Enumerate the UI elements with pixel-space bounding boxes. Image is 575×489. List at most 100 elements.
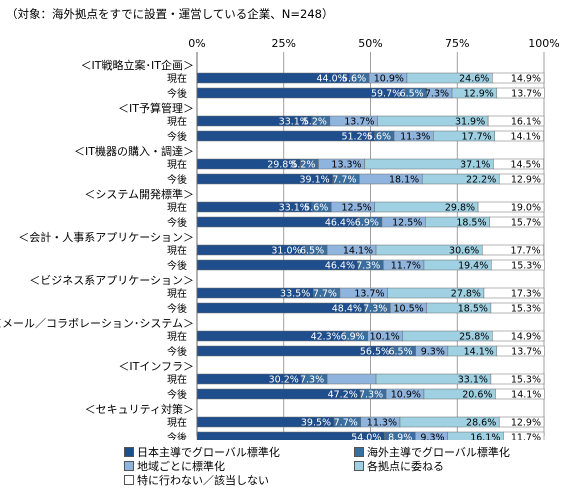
data-label: 46.4% xyxy=(325,218,355,229)
x-tick-label: 75% xyxy=(445,37,469,50)
legend-label: 特に行わない／該当しない xyxy=(137,474,269,487)
data-label: 33.1% xyxy=(458,375,488,386)
data-label: 16.1% xyxy=(511,117,541,128)
row-label: 今後 xyxy=(167,130,187,143)
row-label: 現在 xyxy=(167,159,187,171)
data-label: 7.3% xyxy=(356,261,380,272)
bar-segment xyxy=(498,416,545,428)
row-label: 現在 xyxy=(167,245,187,257)
data-label: 9.3% xyxy=(421,347,445,358)
chart-subtitle: （対象：海外拠点をすでに設置・運営している企業、N=248） xyxy=(6,7,334,21)
data-label: 48.4% xyxy=(332,304,362,315)
bar-segment xyxy=(495,388,545,400)
data-label: 42.3% xyxy=(311,332,341,343)
data-label: 7.3% xyxy=(359,390,383,401)
data-label: 25.8% xyxy=(459,332,489,343)
data-label: 11.7% xyxy=(391,261,421,272)
data-label: 15.3% xyxy=(511,375,541,386)
data-label: 54.0% xyxy=(351,433,381,441)
bar-segment xyxy=(498,173,545,185)
bar-segment xyxy=(492,330,545,342)
legend-swatch xyxy=(354,447,364,457)
data-label: 6.5% xyxy=(300,246,324,257)
data-label: 11.3% xyxy=(367,418,397,429)
bar-segment xyxy=(326,373,377,385)
row-label: 今後 xyxy=(167,345,187,358)
data-label: 29.8% xyxy=(445,203,475,214)
bar-segment xyxy=(496,87,545,99)
bar-segment xyxy=(503,431,545,440)
x-tick-label: 50% xyxy=(358,37,382,50)
data-label: 17.3% xyxy=(511,289,541,300)
data-label: 33.5% xyxy=(280,289,310,300)
data-label: 13.7% xyxy=(511,89,541,100)
row-label: 現在 xyxy=(167,202,187,214)
bar-segment xyxy=(477,201,545,213)
data-label: 5.2% xyxy=(291,160,315,171)
data-label: 14.9% xyxy=(511,332,541,343)
data-label: 27.8% xyxy=(451,289,481,300)
data-label: 14.1% xyxy=(511,390,541,401)
data-label: 39.5% xyxy=(301,418,331,429)
row-label: 今後 xyxy=(167,388,187,401)
data-label: 14.1% xyxy=(464,347,494,358)
group-label: ＜IT予算管理＞ xyxy=(118,101,194,115)
data-label: 10.5% xyxy=(394,304,424,315)
row-label: 現在 xyxy=(167,417,187,429)
data-label: 59.7% xyxy=(371,89,401,100)
group-label: ＜会計・人事系アプリケーション＞ xyxy=(18,230,194,244)
data-label: 29.8% xyxy=(267,160,297,171)
row-label: 今後 xyxy=(167,431,187,440)
bar-segment xyxy=(481,244,544,256)
data-label: 13.7% xyxy=(344,117,374,128)
legend-label: 日本主導でグローバル標準化 xyxy=(137,446,280,459)
group-label: ＜IT機器の購入・調達＞ xyxy=(74,144,194,158)
row-label: 現在 xyxy=(167,374,187,386)
data-label: 7.3% xyxy=(300,375,324,386)
data-label: 5.6% xyxy=(304,203,328,214)
legend-label: 各拠点に委ねる xyxy=(367,460,444,473)
data-label: 24.6% xyxy=(459,74,489,85)
data-label: 46.4% xyxy=(325,261,355,272)
x-tick-label: 0% xyxy=(188,37,205,50)
bar-segment xyxy=(487,115,545,127)
data-label: 19.0% xyxy=(511,203,541,214)
data-label: 33.1% xyxy=(279,117,309,128)
data-label: 13.7% xyxy=(354,289,384,300)
legend-swatch xyxy=(124,475,134,485)
data-label: 31.9% xyxy=(455,117,485,128)
data-label: 12.9% xyxy=(511,175,541,186)
data-label: 10.1% xyxy=(370,332,400,343)
data-label: 5.6% xyxy=(342,74,366,85)
data-label: 14.9% xyxy=(511,74,541,85)
data-label: 18.5% xyxy=(458,304,488,315)
row-label: 現在 xyxy=(167,73,187,85)
legend-item: 海外主導でグローバル標準化 xyxy=(354,444,510,460)
group-label: ＜メール／コラボレーション･システム＞ xyxy=(0,317,194,330)
legend-item: 各拠点に委ねる xyxy=(354,458,444,474)
bar-segment xyxy=(494,130,544,142)
group-label: ＜セキュリティ対策＞ xyxy=(85,402,194,416)
data-label: 7.7% xyxy=(332,175,356,186)
bar-segment xyxy=(493,158,544,170)
data-label: 22.2% xyxy=(466,175,496,186)
row-label: 今後 xyxy=(167,216,187,229)
data-label: 12.5% xyxy=(392,218,422,229)
data-label: 5.2% xyxy=(303,117,327,128)
data-label: 19.4% xyxy=(458,261,488,272)
data-label: 5.6% xyxy=(367,132,391,143)
data-label: 44.0% xyxy=(316,74,346,85)
row-label: 今後 xyxy=(167,259,187,272)
data-label: 37.1% xyxy=(460,160,490,171)
data-label: 13.7% xyxy=(511,347,541,358)
x-tick-label: 100% xyxy=(528,37,559,50)
data-label: 31.0% xyxy=(271,246,301,257)
data-label: 18.1% xyxy=(389,175,419,186)
bar-segment xyxy=(490,373,545,385)
bar-segment xyxy=(489,216,545,228)
row-label: 今後 xyxy=(167,302,187,315)
data-label: 7.7% xyxy=(334,418,358,429)
legend-item: 日本主導でグローバル標準化 xyxy=(124,444,280,460)
x-tick-label: 25% xyxy=(272,37,296,50)
stacked-bar-chart: 0% 25% 50% 75% 100%＜IT戦略立案･IT企画＞現在 44.0%5.6% 1… xyxy=(0,37,560,441)
